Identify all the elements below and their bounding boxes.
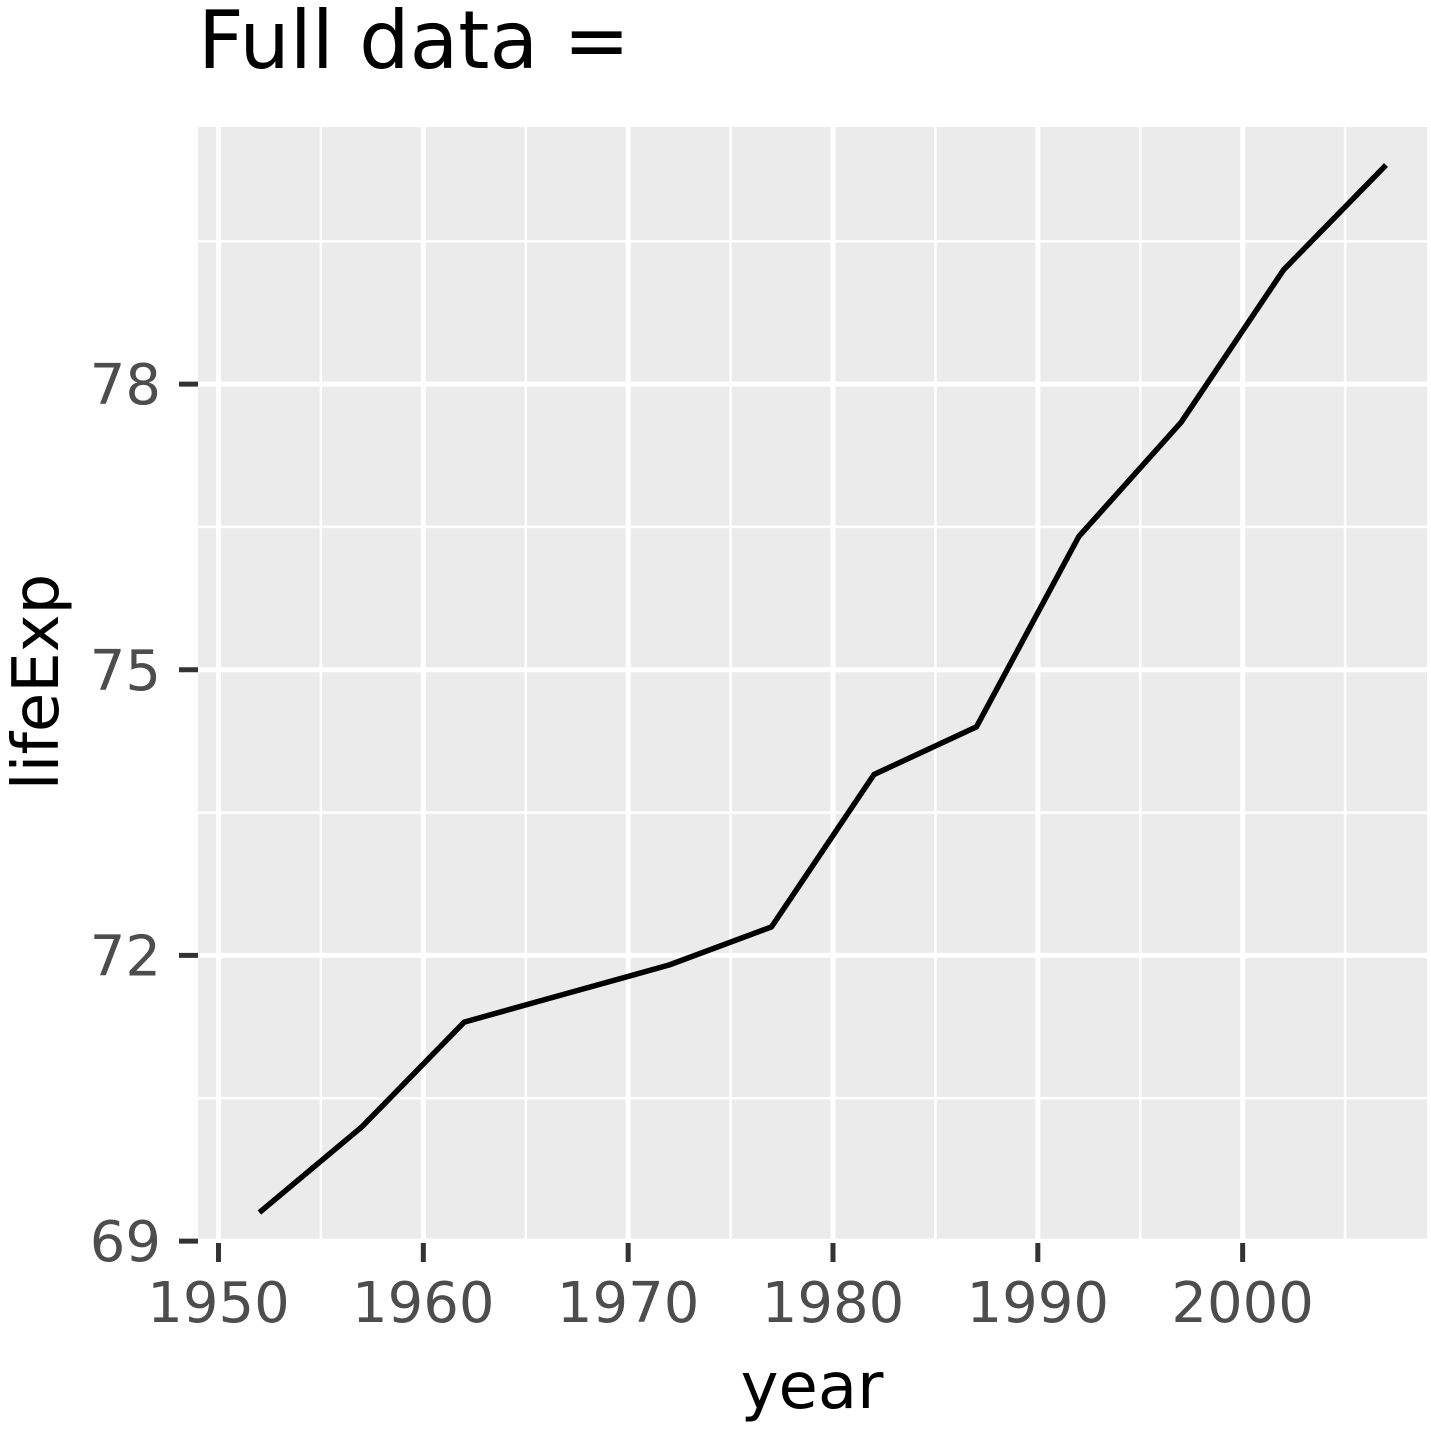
x-axis: 1950 1960 1970 1980 1990 2000 [147, 1243, 1314, 1336]
x-tick-label: 1960 [352, 1271, 495, 1336]
minor-gridlines [198, 127, 1427, 1243]
x-axis-title: year [741, 1350, 884, 1424]
y-tick-label: 72 [90, 924, 161, 989]
x-tick-label: 1980 [762, 1271, 905, 1336]
x-tick-label: 1970 [557, 1271, 700, 1336]
y-axis-title: lifeExp [0, 574, 74, 790]
chart-title: Full data = [198, 0, 630, 87]
x-tick-label: 1950 [147, 1271, 290, 1336]
x-tick-label: 1990 [967, 1271, 1110, 1336]
y-axis: 69 72 75 78 [90, 353, 198, 1275]
series-line [257, 163, 1388, 1215]
series-layer [257, 163, 1388, 1215]
y-tick-label: 75 [90, 639, 161, 704]
y-tick-label: 69 [90, 1210, 161, 1275]
plot-panel [198, 127, 1427, 1243]
major-gridlines [198, 127, 1427, 1244]
x-tick-label: 2000 [1171, 1271, 1314, 1336]
y-tick-label: 78 [90, 353, 161, 418]
